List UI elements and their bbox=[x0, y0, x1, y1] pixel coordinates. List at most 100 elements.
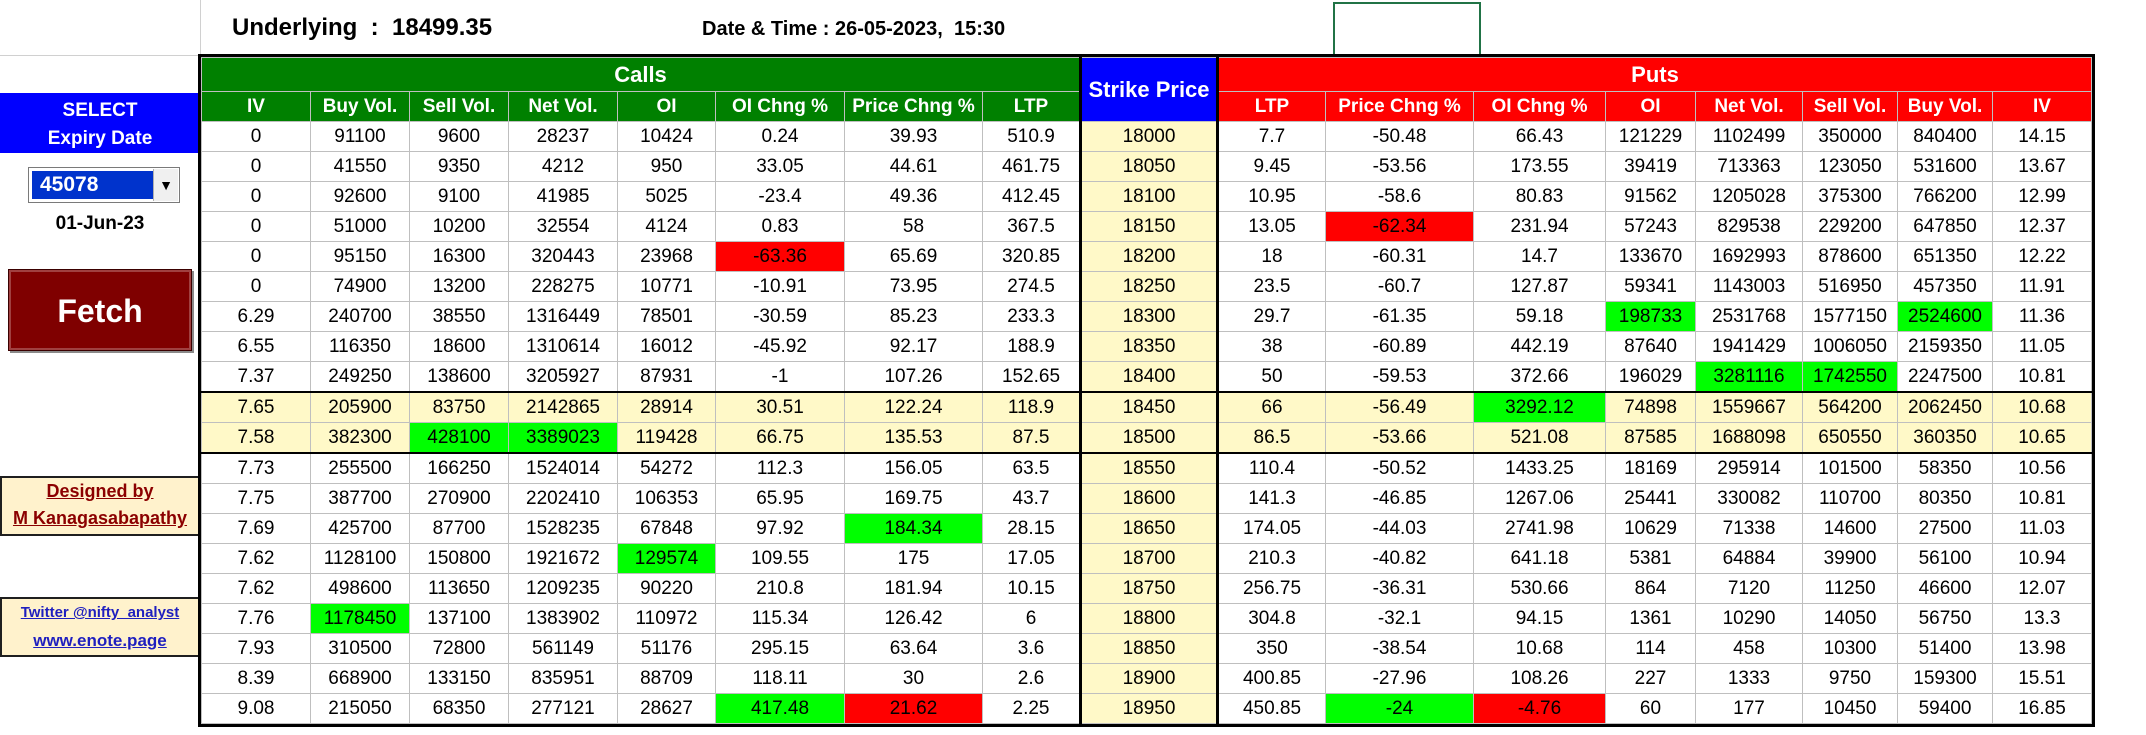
call-cell[interactable]: 7.75 bbox=[201, 483, 311, 514]
call-cell[interactable]: 87.5 bbox=[982, 422, 1081, 454]
call-cell[interactable]: 51000 bbox=[310, 211, 410, 242]
call-cell[interactable]: 498600 bbox=[310, 573, 410, 604]
strike-price-cell[interactable]: 18350 bbox=[1079, 331, 1219, 362]
call-cell[interactable]: 30.51 bbox=[715, 391, 845, 423]
call-cell[interactable]: 10200 bbox=[409, 211, 509, 242]
strike-price-cell[interactable]: 18450 bbox=[1079, 391, 1219, 423]
call-cell[interactable]: 41550 bbox=[310, 151, 410, 182]
put-cell[interactable]: 121229 bbox=[1605, 121, 1696, 152]
put-cell[interactable]: 18169 bbox=[1605, 452, 1696, 484]
call-cell[interactable]: 112.3 bbox=[715, 452, 845, 484]
active-cell-selection[interactable] bbox=[1333, 2, 1481, 56]
put-cell[interactable]: 87585 bbox=[1605, 422, 1696, 454]
call-cell[interactable]: 28627 bbox=[617, 693, 716, 724]
put-cell[interactable]: 94.15 bbox=[1473, 603, 1606, 634]
call-cell[interactable]: 54272 bbox=[617, 452, 716, 484]
call-cell[interactable]: 7.62 bbox=[201, 573, 311, 604]
fetch-button[interactable]: Fetch bbox=[8, 269, 192, 351]
call-cell[interactable]: 215050 bbox=[310, 693, 410, 724]
empty-header-cell[interactable] bbox=[0, 0, 201, 56]
call-cell[interactable]: 7.69 bbox=[201, 513, 311, 544]
call-cell[interactable]: 7.73 bbox=[201, 452, 311, 484]
call-cell[interactable]: 668900 bbox=[310, 663, 410, 694]
put-cell[interactable]: 29.7 bbox=[1217, 301, 1326, 332]
call-cell[interactable]: -30.59 bbox=[715, 301, 845, 332]
call-cell[interactable]: -10.91 bbox=[715, 271, 845, 302]
put-cell[interactable]: 227 bbox=[1605, 663, 1696, 694]
call-cell[interactable]: 137100 bbox=[409, 603, 509, 634]
put-cell[interactable]: -38.54 bbox=[1325, 633, 1474, 664]
put-cell[interactable]: 647850 bbox=[1897, 211, 1993, 242]
call-cell[interactable]: 6.29 bbox=[201, 301, 311, 332]
put-cell[interactable]: 458 bbox=[1695, 633, 1803, 664]
put-cell[interactable]: -60.31 bbox=[1325, 241, 1474, 272]
call-cell[interactable]: 91100 bbox=[310, 121, 410, 152]
call-cell[interactable]: 51176 bbox=[617, 633, 716, 664]
call-cell[interactable]: 44.61 bbox=[844, 151, 983, 182]
call-cell[interactable]: 90220 bbox=[617, 573, 716, 604]
call-cell[interactable]: 126.42 bbox=[844, 603, 983, 634]
strike-price-cell[interactable]: 18150 bbox=[1079, 211, 1219, 242]
call-cell[interactable]: 0 bbox=[201, 121, 311, 152]
put-cell[interactable]: 521.08 bbox=[1473, 422, 1606, 454]
call-cell[interactable]: 6 bbox=[982, 603, 1081, 634]
put-cell[interactable]: -62.34 bbox=[1325, 211, 1474, 242]
call-cell[interactable]: 133150 bbox=[409, 663, 509, 694]
call-cell[interactable]: 1524014 bbox=[508, 452, 618, 484]
call-cell[interactable]: 66.75 bbox=[715, 422, 845, 454]
put-cell[interactable]: 450.85 bbox=[1217, 693, 1326, 724]
call-cell[interactable]: 119428 bbox=[617, 422, 716, 454]
call-cell[interactable]: 950 bbox=[617, 151, 716, 182]
call-cell[interactable]: 7.58 bbox=[201, 422, 311, 454]
put-cell[interactable]: 66 bbox=[1217, 391, 1326, 423]
put-cell[interactable]: 1205028 bbox=[1695, 181, 1803, 212]
strike-price-cell[interactable]: 18250 bbox=[1079, 271, 1219, 302]
put-cell[interactable]: 2247500 bbox=[1897, 361, 1993, 393]
put-cell[interactable]: 3292.12 bbox=[1473, 391, 1606, 423]
put-cell[interactable]: 1577150 bbox=[1802, 301, 1898, 332]
call-cell[interactable]: 33.05 bbox=[715, 151, 845, 182]
put-cell[interactable]: -60.89 bbox=[1325, 331, 1474, 362]
call-cell[interactable]: 87700 bbox=[409, 513, 509, 544]
put-cell[interactable]: 840400 bbox=[1897, 121, 1993, 152]
put-cell[interactable]: 12.37 bbox=[1992, 211, 2092, 242]
call-cell[interactable]: 255500 bbox=[310, 452, 410, 484]
call-cell[interactable]: 1528235 bbox=[508, 513, 618, 544]
put-cell[interactable]: 564200 bbox=[1802, 391, 1898, 423]
strike-price-cell[interactable]: 18400 bbox=[1079, 361, 1219, 393]
call-cell[interactable]: 116350 bbox=[310, 331, 410, 362]
put-cell[interactable]: 2062450 bbox=[1897, 391, 1993, 423]
call-cell[interactable]: 138600 bbox=[409, 361, 509, 393]
put-cell[interactable]: 39419 bbox=[1605, 151, 1696, 182]
put-cell[interactable]: -58.6 bbox=[1325, 181, 1474, 212]
put-cell[interactable]: 10450 bbox=[1802, 693, 1898, 724]
call-cell[interactable]: 310500 bbox=[310, 633, 410, 664]
call-cell[interactable]: 16300 bbox=[409, 241, 509, 272]
call-cell[interactable]: 240700 bbox=[310, 301, 410, 332]
put-cell[interactable]: 101500 bbox=[1802, 452, 1898, 484]
call-cell[interactable]: 461.75 bbox=[982, 151, 1081, 182]
put-cell[interactable]: -53.56 bbox=[1325, 151, 1474, 182]
call-cell[interactable]: 13200 bbox=[409, 271, 509, 302]
put-cell[interactable]: 14.15 bbox=[1992, 121, 2092, 152]
put-cell[interactable]: 114 bbox=[1605, 633, 1696, 664]
call-cell[interactable]: -1 bbox=[715, 361, 845, 393]
call-cell[interactable]: -45.92 bbox=[715, 331, 845, 362]
put-cell[interactable]: 11.05 bbox=[1992, 331, 2092, 362]
put-cell[interactable]: 38 bbox=[1217, 331, 1326, 362]
put-cell[interactable]: -56.49 bbox=[1325, 391, 1474, 423]
call-cell[interactable]: 0 bbox=[201, 211, 311, 242]
put-cell[interactable]: 1333 bbox=[1695, 663, 1803, 694]
put-cell[interactable]: 713363 bbox=[1695, 151, 1803, 182]
put-cell[interactable]: 1006050 bbox=[1802, 331, 1898, 362]
call-cell[interactable]: 10424 bbox=[617, 121, 716, 152]
put-cell[interactable]: -27.96 bbox=[1325, 663, 1474, 694]
call-cell[interactable]: 83750 bbox=[409, 391, 509, 423]
call-cell[interactable]: 28237 bbox=[508, 121, 618, 152]
put-cell[interactable]: 18 bbox=[1217, 241, 1326, 272]
call-cell[interactable]: 8.39 bbox=[201, 663, 311, 694]
put-cell[interactable]: 7120 bbox=[1695, 573, 1803, 604]
put-cell[interactable]: 56750 bbox=[1897, 603, 1993, 634]
call-cell[interactable]: 74900 bbox=[310, 271, 410, 302]
put-cell[interactable]: 442.19 bbox=[1473, 331, 1606, 362]
